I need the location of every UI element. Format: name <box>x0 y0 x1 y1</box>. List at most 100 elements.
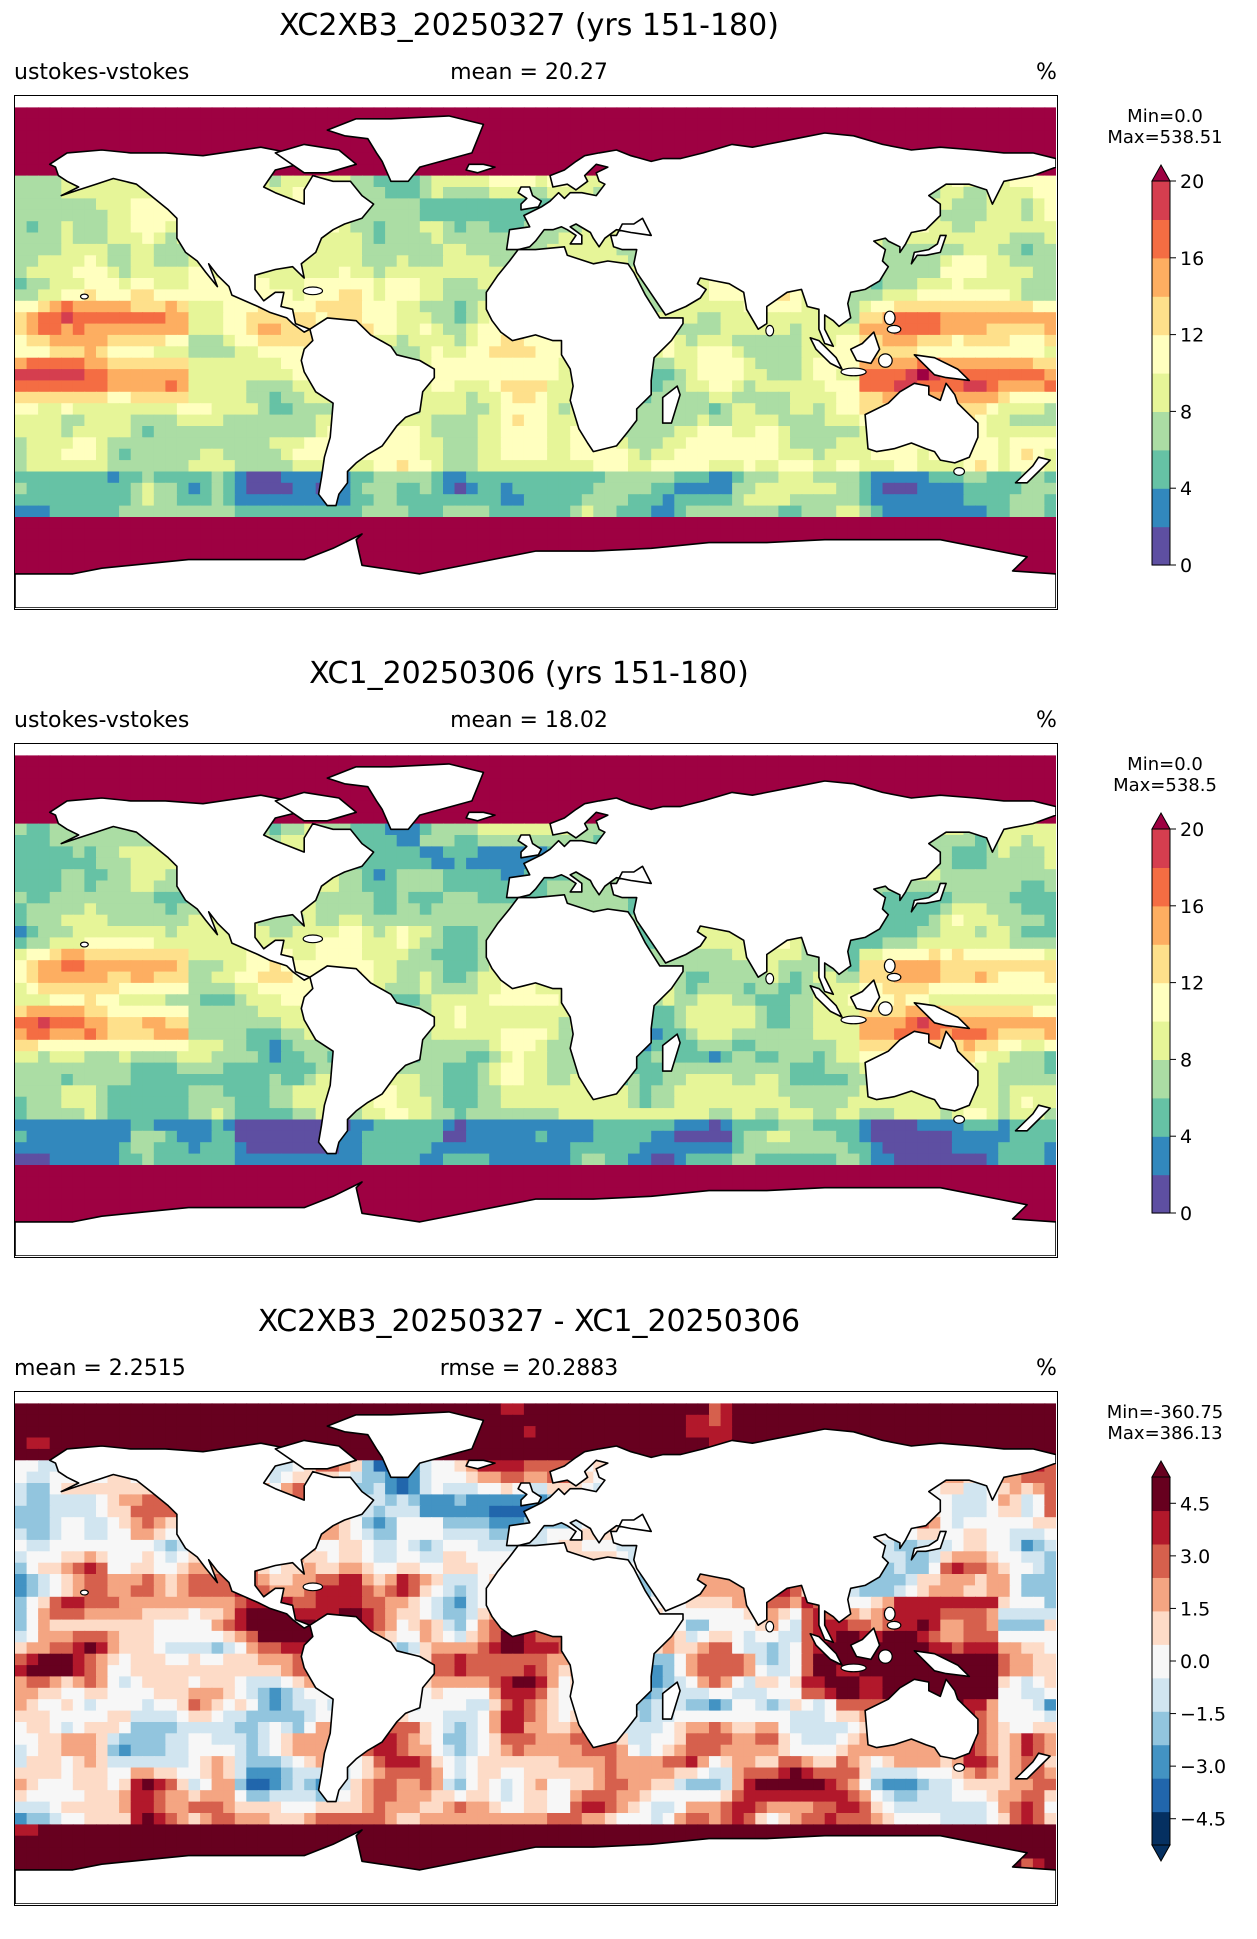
field-cell <box>153 517 167 530</box>
field-cell <box>1044 766 1056 779</box>
field-cell <box>96 460 109 473</box>
field-cell <box>824 755 838 768</box>
field-cell <box>176 505 190 518</box>
field-cell <box>512 755 525 768</box>
field-cell <box>396 869 410 882</box>
field-cell <box>1009 482 1023 495</box>
field-cell <box>142 789 155 802</box>
field-cell <box>26 494 39 507</box>
field-cell <box>535 175 548 188</box>
field-cell <box>859 391 872 404</box>
field-cell <box>142 846 155 859</box>
field-cell <box>38 130 51 143</box>
field-cell <box>697 334 710 348</box>
field-cell <box>292 766 305 779</box>
field-cell <box>894 357 907 370</box>
field-cell <box>130 255 144 268</box>
field-cell <box>443 369 456 382</box>
field-cell <box>281 426 294 439</box>
field-cell <box>72 221 86 234</box>
field-cell <box>975 255 988 268</box>
field-cell <box>951 198 965 211</box>
field-cell <box>165 414 178 427</box>
field-cell <box>709 289 722 302</box>
field-cell <box>1032 494 1046 507</box>
colorbar-segment <box>1152 488 1170 528</box>
field-cell <box>581 130 595 143</box>
field-cell <box>26 778 39 791</box>
field-cell <box>489 175 502 188</box>
field-cell <box>489 346 502 359</box>
field-cell <box>327 755 340 768</box>
field-cell <box>385 755 398 768</box>
field-cell <box>454 517 467 530</box>
field-cell <box>350 243 363 257</box>
field-cell <box>1032 255 1046 268</box>
field-cell <box>454 494 467 507</box>
field-cell <box>281 766 294 779</box>
field-cell <box>49 391 63 404</box>
field-cell <box>96 494 109 507</box>
field-cell <box>107 460 120 473</box>
field-cell <box>373 494 386 507</box>
field-cell <box>489 778 502 791</box>
field-cell <box>477 346 491 359</box>
field-cell <box>61 357 74 370</box>
field-cell <box>998 266 1011 279</box>
field-cell <box>697 118 710 131</box>
field-cell <box>15 152 28 166</box>
field-cell <box>963 289 976 302</box>
field-cell <box>951 846 965 859</box>
field-cell <box>61 141 74 154</box>
field-cell <box>327 243 340 257</box>
field-cell <box>778 403 791 416</box>
field-cell <box>709 334 722 348</box>
field-cell <box>15 278 28 291</box>
field-cell <box>408 289 421 302</box>
field-cell <box>15 789 28 802</box>
field-cell <box>61 289 74 302</box>
field-cell <box>477 391 491 404</box>
field-cell <box>674 505 687 518</box>
field-cell <box>419 437 433 450</box>
field-cell <box>847 380 861 393</box>
field-cell <box>200 789 213 802</box>
field-cell <box>84 255 97 268</box>
field-cell <box>408 209 421 222</box>
field-cell <box>732 380 745 393</box>
field-cell <box>628 426 641 439</box>
field-cell <box>743 517 757 530</box>
field-cell <box>96 778 109 791</box>
field-cell <box>685 448 699 461</box>
field-cell <box>547 471 560 484</box>
field-cell <box>362 482 375 495</box>
field-cell <box>720 426 733 439</box>
field-cell <box>639 448 652 461</box>
field-cell <box>523 118 537 131</box>
field-cell <box>720 334 733 348</box>
field-cell <box>142 243 155 257</box>
field-cell <box>1021 755 1034 768</box>
field-cell <box>431 334 444 348</box>
field-cell <box>188 755 201 768</box>
field-cell <box>304 300 317 313</box>
field-cell <box>234 107 248 120</box>
field-cell <box>454 528 467 541</box>
field-cell <box>130 426 144 439</box>
field-cell <box>257 380 271 393</box>
field-cell <box>813 437 826 450</box>
field-cell <box>72 551 86 564</box>
field-cell <box>801 505 814 518</box>
field-cell <box>211 289 224 302</box>
field-cell <box>466 323 479 336</box>
field-cell <box>801 414 814 427</box>
field-cell <box>431 403 444 416</box>
field-cell <box>153 869 167 882</box>
field-cell <box>1009 187 1023 200</box>
field-cell <box>1021 528 1034 541</box>
field-cell <box>200 334 213 348</box>
field-cell <box>246 528 259 541</box>
field-cell <box>778 426 791 439</box>
field-cell <box>998 232 1011 245</box>
field-cell <box>26 880 39 893</box>
